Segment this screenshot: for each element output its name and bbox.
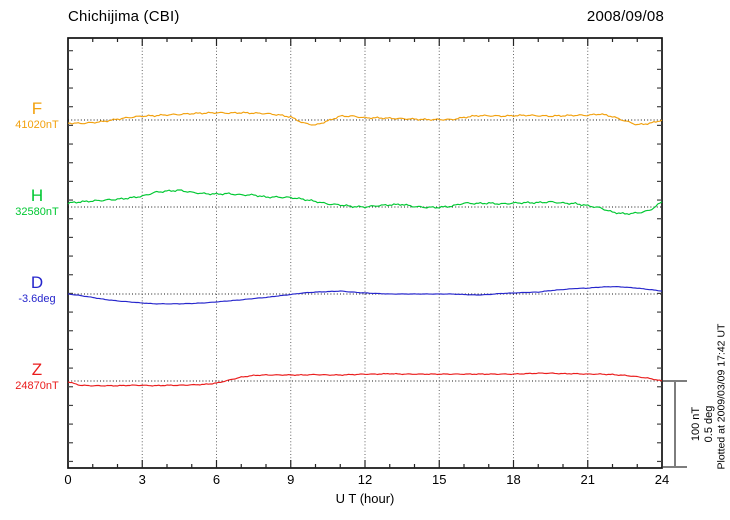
x-tick-label-24: 24 — [654, 472, 670, 487]
trace-baseline-value-d: -3.6deg — [18, 293, 56, 305]
x-tick-label-21: 21 — [580, 472, 595, 487]
x-tick-label-0: 0 — [64, 472, 72, 487]
x-tick-label-12: 12 — [357, 472, 373, 487]
trace-letter-h: H — [30, 186, 44, 205]
trace-d — [67, 286, 663, 305]
trace-letter-f: F — [31, 99, 43, 118]
trace-letter-z: Z — [31, 360, 43, 379]
gridlines — [141, 38, 589, 468]
trace-letter-d: D — [30, 273, 44, 292]
x-tick-label-9: 9 — [287, 472, 295, 487]
trace-z — [67, 372, 663, 387]
axis-ticks — [68, 38, 662, 468]
trace-baseline-value-f: 41020nT — [15, 119, 59, 131]
scale-bar-label-deg: 0.5 deg — [703, 405, 715, 443]
trace-f — [67, 111, 663, 126]
station-title: Chichijima (CBI) — [68, 8, 180, 25]
trace-label-h: H 32580nT — [6, 187, 68, 218]
scale-bar-label-nt: 100 nT — [690, 406, 702, 442]
x-tick-label-3: 3 — [138, 472, 146, 487]
trace-baseline-value-z: 24870nT — [15, 380, 59, 392]
x-axis-title: U T (hour) — [335, 491, 395, 506]
x-tick-label-18: 18 — [506, 472, 521, 487]
plotted-at-note: Plotted at 2009/03/09 17:42 UT — [715, 323, 728, 470]
x-tick-label-6: 6 — [212, 472, 221, 487]
trace-label-f: F 41020nT — [6, 100, 68, 131]
trace-h — [67, 189, 663, 216]
x-tick-label-15: 15 — [432, 472, 447, 487]
trace-label-d: D -3.6deg — [6, 274, 68, 305]
trace-baseline-value-h: 32580nT — [15, 206, 59, 218]
baselines — [68, 119, 662, 382]
scale-bar — [663, 380, 687, 468]
scale-bar-label: 100 nT 0.5 deg — [690, 401, 716, 447]
trace-label-z: Z 24870nT — [6, 361, 68, 392]
observation-date: 2008/09/08 — [586, 8, 664, 25]
